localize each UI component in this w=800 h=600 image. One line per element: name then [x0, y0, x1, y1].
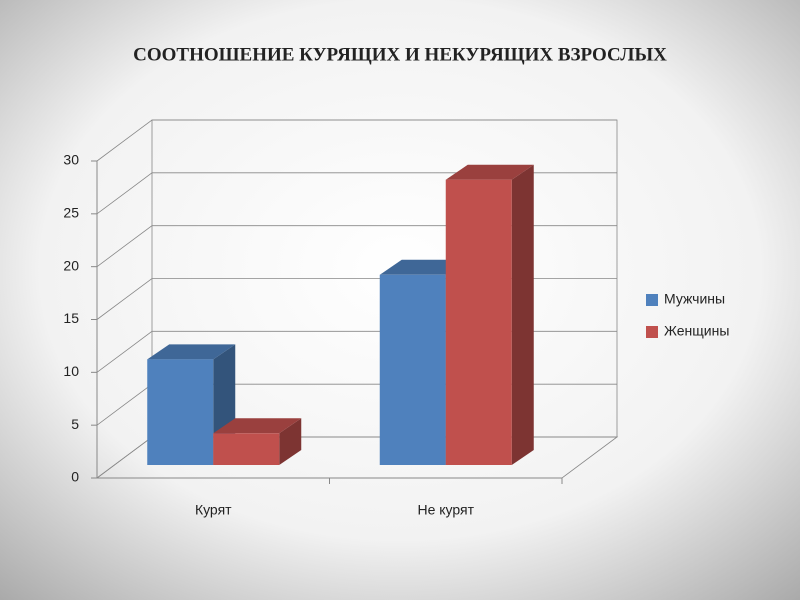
y-tick-label: 10	[63, 363, 79, 379]
bar-top	[147, 344, 236, 360]
bar	[379, 274, 446, 465]
bar	[445, 179, 512, 465]
y-tick-label: 30	[63, 152, 79, 168]
bar	[213, 433, 280, 465]
bar-side	[511, 164, 534, 465]
x-tick-label: Курят	[195, 502, 232, 518]
bar	[147, 359, 214, 465]
bar-top	[213, 418, 302, 434]
chart-title: СООТНОШЕНИЕ КУРЯЩИХ И НЕКУРЯЩИХ ВЗРОСЛЫХ	[133, 44, 667, 65]
y-tick-label: 15	[63, 310, 79, 326]
x-tick-label: Не курят	[417, 502, 474, 518]
legend-swatch	[646, 326, 658, 338]
y-tick-label: 0	[71, 469, 79, 485]
y-tick-label: 20	[63, 257, 79, 273]
legend-swatch	[646, 294, 658, 306]
legend-label: Мужчины	[664, 291, 725, 307]
bar-side	[279, 418, 302, 465]
grid-line	[96, 119, 617, 162]
y-tick-label: 5	[71, 416, 79, 432]
bar-top	[445, 164, 534, 180]
legend-label: Женщины	[664, 323, 729, 339]
y-tick-label: 25	[63, 205, 79, 221]
